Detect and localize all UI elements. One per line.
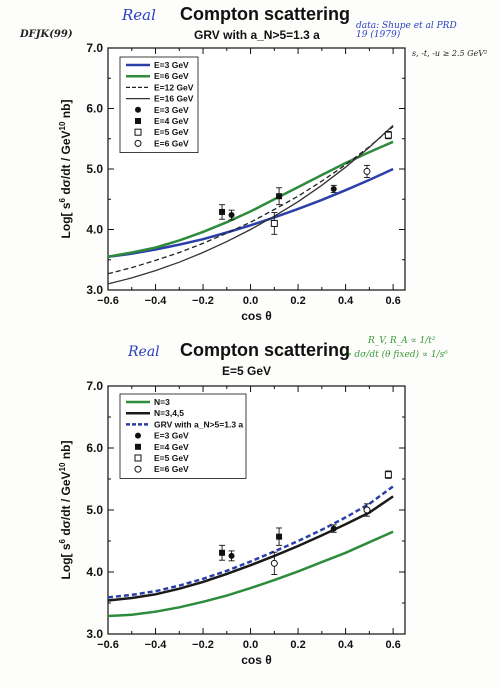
x-tick-label: −0.4 [145, 639, 168, 651]
x-tick-label: −0.6 [97, 295, 119, 307]
legend-label: E=6 GeV [154, 71, 189, 81]
y-axis-title: Log[ s6 dσ/dt / GeV10 nb] [58, 100, 73, 239]
chart-1: 3.0 4.0 5.0 6.0 7.0 −0.6 −0.4 −0.2 0.0 0.2 0.4 0.6 c… [58, 41, 406, 323]
data-point-5 [363, 167, 371, 175]
handwritten-scaling-note: R_V, R_A ∝ 1/t² [368, 336, 436, 346]
data-point-6 [384, 471, 392, 479]
x-tick-label: −0.2 [192, 639, 214, 651]
legend-label: E=12 GeV [154, 82, 194, 92]
y-tick-label: 4.0 [86, 223, 103, 237]
legend-marker [135, 106, 141, 113]
legend-label: E=3 GeV [154, 105, 189, 115]
x-tick-label: 0.4 [338, 295, 354, 307]
x-tick-label: −0.6 [97, 639, 119, 651]
x-tick-label: 0.0 [243, 639, 258, 651]
y-tick-label: 6.0 [86, 441, 103, 455]
legend-marker [134, 139, 142, 147]
legend-label: E=16 GeV [154, 94, 194, 104]
y-tick-label: 3.0 [86, 283, 103, 297]
x-axis-title: cos θ [241, 309, 272, 323]
y-axis-title: Log[ s6 dσ/dt / GeV10 nb] [58, 441, 73, 580]
data-point-2 [276, 193, 283, 200]
legend-marker [134, 454, 142, 462]
chart-2-title: Compton scattering [180, 340, 351, 360]
x-tick-label: 0.4 [338, 639, 354, 651]
series-line-1 [107, 140, 394, 258]
y-tick-label: 7.0 [86, 41, 103, 55]
handwritten-real-label: Real [122, 6, 156, 24]
y-tick-label: 5.0 [86, 503, 103, 517]
handwritten-data-reference: data: Shupe et al PRD 19 (1979) [356, 21, 457, 41]
legend-marker [134, 465, 142, 473]
data-point-6 [384, 131, 392, 139]
x-axis-title: cos θ [241, 653, 272, 667]
y-tick-label: 6.0 [86, 102, 103, 116]
data-point-5 [363, 506, 371, 514]
x-tick-label: −0.4 [145, 295, 168, 307]
legend-marker [135, 443, 141, 450]
legend-label: E=4 GeV [154, 442, 189, 452]
x-tick-label: 0.6 [385, 295, 400, 307]
data-point-0 [228, 211, 235, 218]
handwritten-kinematic-cut: s, -t, -u ≥ 2.5 GeV² [412, 49, 488, 58]
data-point-1 [219, 549, 226, 556]
data-point-3 [270, 559, 278, 567]
legend-label: E=5 GeV [154, 127, 189, 137]
series-line-2 [107, 126, 394, 275]
data-point-0 [228, 552, 235, 559]
x-tick-label: 0.6 [385, 639, 400, 651]
y-tick-label: 4.0 [86, 565, 103, 579]
handwritten-ref-label: DFJK(99) [20, 29, 73, 40]
chart-2: 3.0 4.0 5.0 6.0 7.0 −0.6 −0.4 −0.2 0.0 0.2 0.4 0.6 c… [58, 379, 406, 667]
data-point-2 [276, 533, 283, 540]
legend-label: N=3 [154, 397, 170, 407]
data-point-1 [219, 208, 226, 215]
legend-marker [135, 118, 141, 124]
series-line-3 [107, 124, 394, 285]
y-tick-label: 5.0 [86, 162, 103, 176]
x-tick-label: −0.2 [192, 295, 214, 307]
legend-label: E=4 GeV [154, 116, 189, 126]
legend-label: E=3 GeV [154, 60, 189, 70]
chart-1-subtitle: GRV with a_N>5=1.3 a [194, 28, 320, 42]
data-point-3 [270, 219, 278, 227]
x-tick-label: 0.0 [243, 295, 258, 307]
legend-label: GRV with a_N>5=1.3 a [154, 419, 243, 429]
legend-label: E=5 GeV [154, 453, 189, 463]
chart-1-title: Compton scattering [180, 4, 351, 24]
legend-label: N=3,4,5 [154, 408, 184, 418]
series-line-1 [107, 495, 394, 602]
y-tick-label: 3.0 [86, 627, 103, 641]
series-line-2 [107, 485, 394, 599]
legend-label: E=6 GeV [154, 464, 189, 474]
data-point-4 [330, 185, 337, 192]
handwritten-scaling-note-2: ⇒ dσ/dt (θ fixed) ∝ 1/s⁶ [344, 350, 448, 360]
x-tick-label: 0.2 [290, 639, 305, 651]
series-line-0 [107, 167, 394, 258]
x-tick-label: 0.2 [290, 295, 305, 307]
legend-marker [134, 128, 142, 136]
legend-frame [119, 393, 247, 479]
legend-label: E=3 GeV [154, 431, 189, 441]
legend-label: E=6 GeV [154, 138, 189, 148]
data-point-4 [330, 525, 337, 532]
handwritten-real-label-2: Real [128, 344, 160, 360]
chart-2-subtitle: E=5 GeV [222, 364, 272, 378]
series-line-0 [107, 530, 394, 618]
legend-marker [135, 432, 141, 439]
legend-frame [119, 56, 199, 153]
y-tick-label: 7.0 [86, 379, 103, 393]
